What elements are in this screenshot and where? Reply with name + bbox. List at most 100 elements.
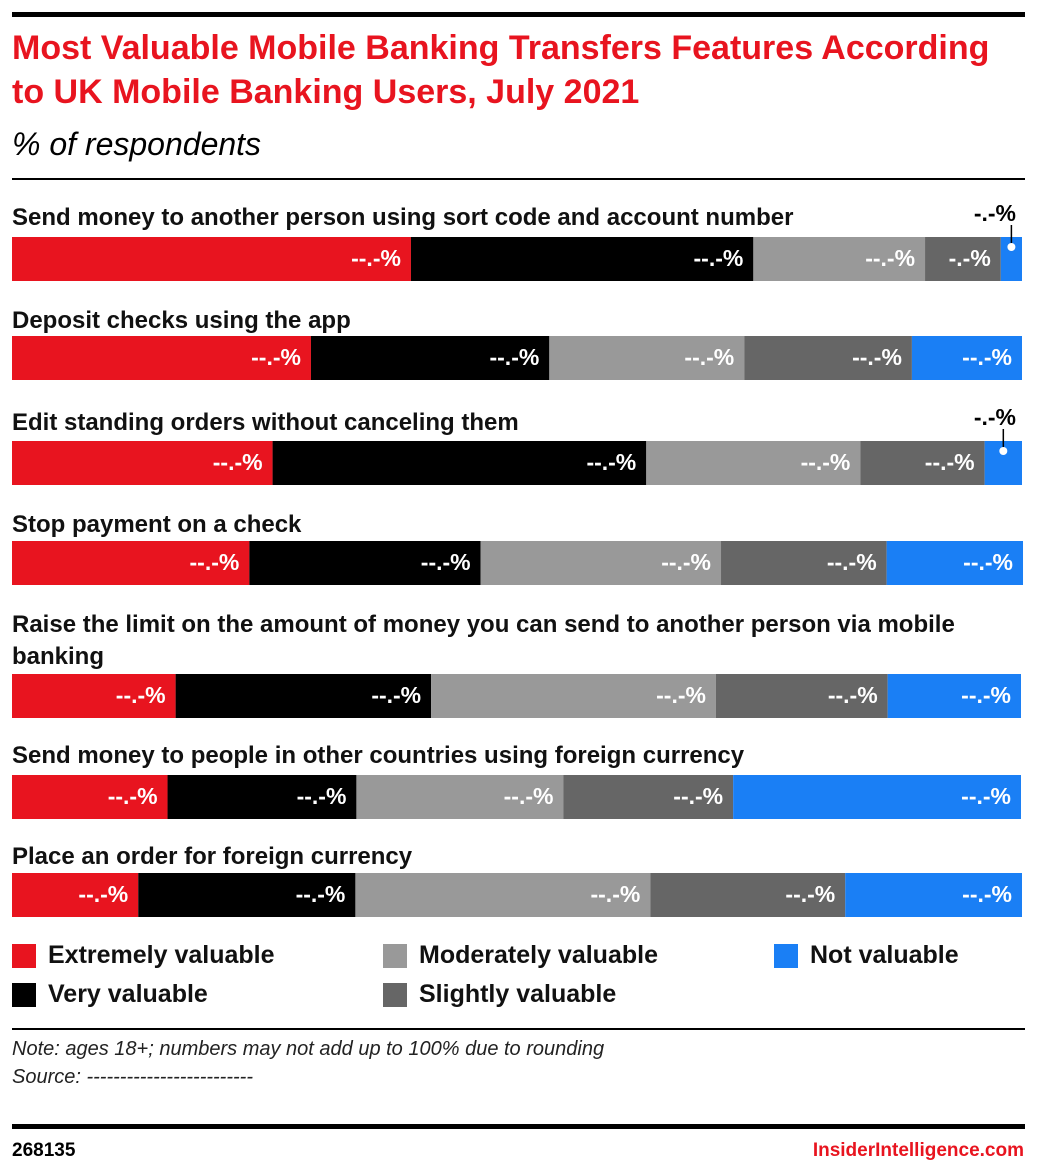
- bar-segment: [12, 237, 411, 281]
- chart-title: Most Valuable Mobile Banking Transfers F…: [12, 29, 990, 111]
- bar-segment: [12, 873, 139, 917]
- bar-segment: [887, 674, 1021, 718]
- value-label: --.-%: [296, 881, 346, 907]
- bar-segment: [925, 237, 1001, 281]
- value-label: --.-%: [297, 783, 347, 809]
- legend-label: Not valuable: [810, 941, 959, 969]
- value-label: -.-%: [974, 200, 1016, 226]
- note: Note: ages 18+; numbers may not add up t…: [12, 1038, 605, 1060]
- bottom-rule: [12, 1124, 1025, 1129]
- bar-segment: [549, 336, 745, 380]
- callout-dot: [999, 447, 1008, 455]
- bar-segment: [12, 541, 250, 585]
- bar-segment: [249, 541, 481, 585]
- value-label: --.-%: [852, 344, 902, 370]
- value-label: --.-%: [684, 344, 734, 370]
- bar-segment: [650, 873, 846, 917]
- bar-segment: [138, 873, 356, 917]
- legend-label: Very valuable: [48, 980, 208, 1008]
- bar-segment: [310, 336, 550, 380]
- value-label: --.-%: [656, 682, 706, 708]
- chart-id: 268135: [12, 1140, 76, 1161]
- value-label: --.-%: [116, 682, 166, 708]
- value-label: --.-%: [213, 449, 263, 475]
- category-label: Raise the limit on the amount of money y…: [12, 611, 955, 670]
- value-label: --.-%: [865, 245, 915, 271]
- category-label: Send money to another person using sort …: [12, 204, 794, 231]
- value-label: --.-%: [962, 881, 1012, 907]
- value-label: --.-%: [251, 344, 301, 370]
- category-label: Place an order for foreign currency: [12, 843, 413, 870]
- value-label: --.-%: [661, 549, 711, 575]
- bar-segment: [480, 541, 722, 585]
- value-label: -.-%: [949, 245, 991, 271]
- bar-segment: [431, 674, 716, 718]
- value-label: --.-%: [785, 881, 835, 907]
- bar-segment: [410, 237, 754, 281]
- bar-segment: [860, 441, 985, 485]
- legend-swatch: [383, 983, 407, 1007]
- bar-segment: [12, 336, 311, 380]
- bar-segment: [744, 336, 912, 380]
- value-label: --.-%: [108, 783, 158, 809]
- bar-segment: [886, 541, 1024, 585]
- chart-subtitle: % of respondents: [12, 126, 262, 162]
- value-label: --.-%: [828, 682, 878, 708]
- value-label: --.-%: [371, 682, 421, 708]
- value-label: --.-%: [190, 549, 240, 575]
- header-rule: [12, 178, 1025, 180]
- bar-segment: [12, 674, 176, 718]
- legend-label: Extremely valuable: [48, 941, 275, 969]
- value-label: --.-%: [351, 245, 401, 271]
- category-label: Stop payment on a check: [12, 511, 302, 538]
- category-label: Deposit checks using the app: [12, 307, 351, 334]
- bar-segment: [911, 336, 1022, 380]
- value-label: --.-%: [925, 449, 975, 475]
- source: Source: -------------------------: [12, 1066, 253, 1088]
- category-label: Send money to people in other countries …: [12, 742, 745, 769]
- top-rule: [12, 12, 1025, 17]
- value-label: --.-%: [694, 245, 744, 271]
- value-label: --.-%: [586, 449, 636, 475]
- category-label: Edit standing orders without canceling t…: [12, 409, 519, 436]
- bar-segment: [355, 873, 651, 917]
- bar-segment: [167, 775, 357, 819]
- value-label: --.-%: [961, 783, 1011, 809]
- value-label: -.-%: [974, 404, 1016, 430]
- callout-dot: [1007, 243, 1016, 251]
- legend-swatch: [12, 944, 36, 968]
- bar-segment: [845, 873, 1022, 917]
- legend-swatch: [12, 983, 36, 1007]
- value-label: --.-%: [827, 549, 877, 575]
- bar-segment: [356, 775, 564, 819]
- legend-swatch: [774, 944, 798, 968]
- bar-segment: [272, 441, 647, 485]
- bar-segment: [563, 775, 734, 819]
- value-label: --.-%: [961, 682, 1011, 708]
- bar-segment: [721, 541, 887, 585]
- value-label: --.-%: [962, 344, 1012, 370]
- value-label: --.-%: [590, 881, 640, 907]
- bar-segment: [175, 674, 432, 718]
- value-label: --.-%: [801, 449, 851, 475]
- value-label: --.-%: [421, 549, 471, 575]
- bar-segment: [646, 441, 861, 485]
- value-label: --.-%: [504, 783, 554, 809]
- value-label: --.-%: [963, 549, 1013, 575]
- bar-segment: [12, 775, 168, 819]
- value-label: --.-%: [673, 783, 723, 809]
- legend-label: Moderately valuable: [419, 941, 658, 969]
- legend-label: Slightly valuable: [419, 980, 617, 1008]
- brand: InsiderIntelligence.com: [812, 1140, 1024, 1161]
- legend-swatch: [383, 944, 407, 968]
- bar-segment: [733, 775, 1021, 819]
- bar-segment: [12, 441, 273, 485]
- value-label: --.-%: [78, 881, 128, 907]
- value-label: --.-%: [489, 344, 539, 370]
- bar-segment: [715, 674, 888, 718]
- footer-rule: [12, 1028, 1025, 1030]
- bar-segment: [1000, 237, 1022, 281]
- bar-segment: [753, 237, 926, 281]
